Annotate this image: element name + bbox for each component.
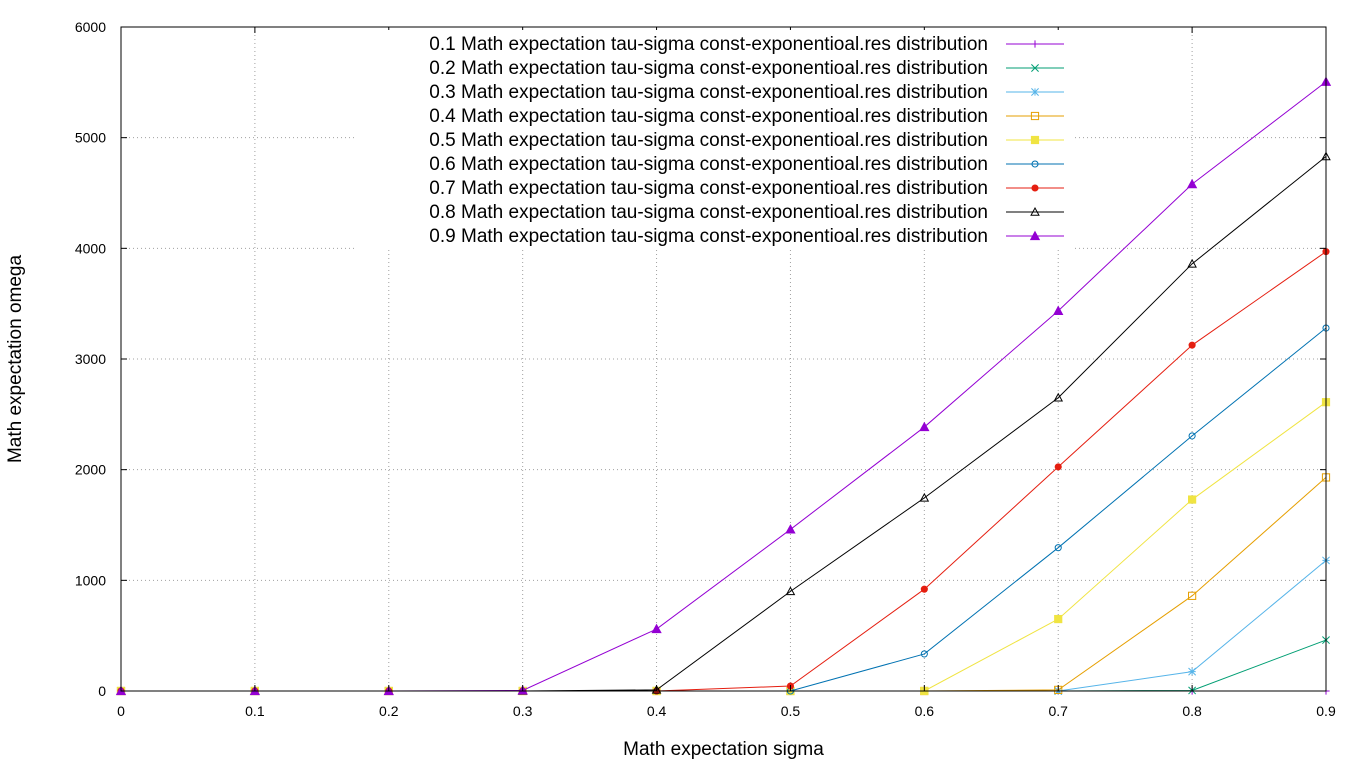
- legend-label: 0.9 Math expectation tau-sigma const-exp…: [429, 226, 988, 247]
- legend-label: 0.1 Math expectation tau-sigma const-exp…: [429, 34, 988, 55]
- legend-swatch-marker: [1030, 111, 1040, 121]
- legend-swatch-marker: [1029, 230, 1041, 241]
- data-point: [651, 623, 662, 634]
- data-point: [919, 421, 930, 432]
- legend-item: 0.8 Math expectation tau-sigma const-exp…: [429, 202, 1064, 223]
- data-point: [1054, 463, 1062, 471]
- y-tick-label: 2000: [75, 462, 106, 478]
- x-axis-tick-labels: 0 0.1 0.2 0.3 0.4 0.5 0.6 0.7 0.8 0.9: [117, 703, 1336, 719]
- x-tick-label: 0.2: [379, 703, 399, 719]
- x-tick-label: 0.3: [513, 703, 533, 719]
- data-point: [1188, 495, 1197, 504]
- legend-item: 0.5 Math expectation tau-sigma const-exp…: [429, 130, 1064, 151]
- x-tick-label: 0.7: [1048, 703, 1068, 719]
- legend-item: 0.6 Math expectation tau-sigma const-exp…: [429, 154, 1064, 175]
- x-tick-label: 0: [117, 703, 125, 719]
- legend-item: 0.3 Math expectation tau-sigma const-exp…: [429, 82, 1064, 103]
- legend-label: 0.8 Math expectation tau-sigma const-exp…: [429, 202, 988, 223]
- data-point: [1053, 305, 1064, 315]
- data-point: [1188, 591, 1197, 600]
- legend-swatch-marker: [1030, 135, 1040, 145]
- series-5: [116, 398, 1331, 696]
- x-tick-label: 0.9: [1316, 703, 1336, 719]
- series-line: [121, 401, 1327, 692]
- data-point: [1188, 341, 1196, 349]
- legend-swatch-marker: [1031, 64, 1039, 72]
- data-point: [920, 585, 928, 593]
- y-tick-label: 0: [98, 683, 106, 699]
- data-point: [651, 684, 662, 694]
- x-tick-label: 0.6: [915, 703, 935, 719]
- legend-swatch-marker: [1030, 207, 1040, 216]
- series-line: [121, 477, 1327, 692]
- data-point: [1186, 178, 1198, 189]
- series-4: [116, 473, 1331, 696]
- data-point: [920, 650, 928, 658]
- legend-label: 0.4 Math expectation tau-sigma const-exp…: [429, 106, 988, 127]
- data-point: [1053, 392, 1064, 402]
- y-tick-label: 3000: [75, 351, 106, 367]
- y-tick-label: 1000: [75, 572, 106, 588]
- data-point: [1188, 432, 1196, 440]
- series-3: [117, 556, 1330, 695]
- legend-item: 0.2 Math expectation tau-sigma const-exp…: [429, 58, 1064, 79]
- data-point: [785, 586, 796, 596]
- legend-label: 0.7 Math expectation tau-sigma const-exp…: [429, 178, 988, 199]
- legend-item: 0.7 Math expectation tau-sigma const-exp…: [429, 178, 1064, 199]
- x-axis-title: Math expectation sigma: [623, 739, 824, 760]
- data-point: [785, 524, 796, 534]
- legend-item: 0.4 Math expectation tau-sigma const-exp…: [429, 106, 1064, 127]
- series-line: [121, 327, 1327, 692]
- x-tick-label: 0.5: [781, 703, 801, 719]
- data-point: [919, 492, 930, 502]
- series-6: [117, 324, 1330, 695]
- legend-item: 0.1 Math expectation tau-sigma const-exp…: [429, 34, 1064, 55]
- legend-background: [355, 30, 1075, 250]
- legend-swatch-marker: [1031, 160, 1039, 168]
- y-axis-tick-labels: 0 1000 2000 3000 4000 5000 6000: [75, 19, 106, 699]
- series-line: [121, 251, 1327, 692]
- data-point: [1054, 614, 1063, 624]
- x-tick-label: 0.8: [1182, 703, 1202, 719]
- grid: [121, 27, 1326, 691]
- legend-label: 0.6 Math expectation tau-sigma const-exp…: [429, 154, 988, 175]
- x-tick-label: 0.1: [245, 703, 265, 719]
- data-point: [1187, 258, 1197, 268]
- legend-swatch-marker: [1031, 88, 1039, 96]
- series-line: [121, 639, 1327, 692]
- x-tick-label: 0.4: [647, 703, 667, 719]
- legend-label: 0.5 Math expectation tau-sigma const-exp…: [429, 130, 988, 151]
- series-2: [117, 636, 1330, 695]
- legend-item: 0.9 Math expectation tau-sigma const-exp…: [429, 226, 1064, 247]
- y-axis-title: Math expectation omega: [5, 255, 26, 464]
- y-tick-label: 4000: [75, 240, 106, 256]
- legend-label: 0.3 Math expectation tau-sigma const-exp…: [429, 82, 988, 103]
- data-point: [1188, 667, 1197, 676]
- legend: 0.1 Math expectation tau-sigma const-exp…: [355, 30, 1075, 250]
- legend-swatch-marker: [1031, 184, 1039, 192]
- y-tick-label: 5000: [75, 130, 106, 146]
- legend-label: 0.2 Math expectation tau-sigma const-exp…: [429, 58, 988, 79]
- legend-swatch-marker: [1031, 40, 1039, 48]
- y-tick-label: 6000: [75, 19, 106, 35]
- data-point: [1054, 544, 1062, 552]
